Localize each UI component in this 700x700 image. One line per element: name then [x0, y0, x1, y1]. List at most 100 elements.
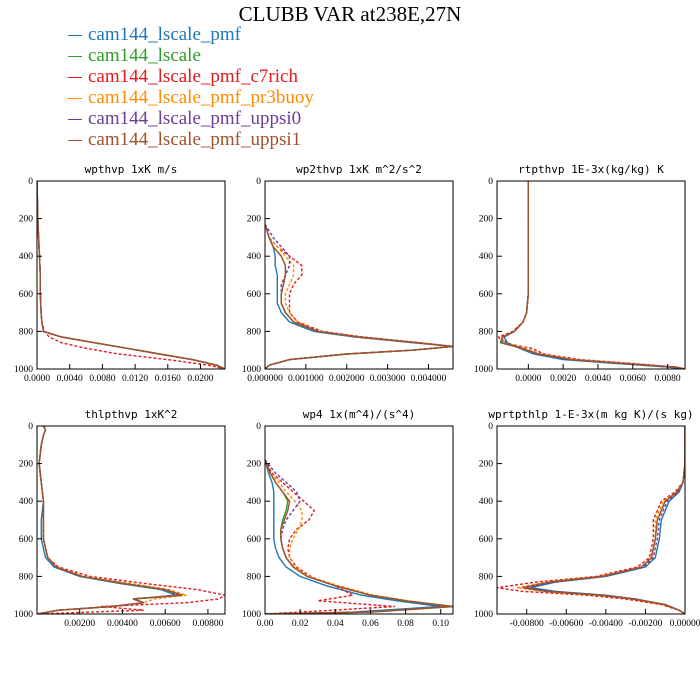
y-tick-label: 600 — [247, 535, 262, 545]
y-tick-label: 600 — [479, 290, 494, 300]
series-line — [503, 181, 685, 369]
plot-frame — [496, 180, 686, 370]
y-tick-label: 200 — [479, 460, 494, 470]
y-tick-label: 0 — [488, 177, 493, 187]
y-tick-label: 800 — [247, 572, 262, 582]
x-tick-label: 0.08 — [397, 619, 414, 629]
y-tick-label: 800 — [247, 327, 262, 337]
series-line — [265, 459, 396, 614]
panel-title: rtpthvp 1E-3x(kg/kg) K — [518, 163, 664, 176]
legend-label: cam144_lscale_pmf_pr3buoy — [88, 87, 314, 108]
x-tick-label: 0.004000 — [411, 374, 447, 384]
series-line — [265, 223, 453, 369]
y-tick-label: 200 — [247, 460, 262, 470]
y-tick-label: 800 — [19, 327, 34, 337]
plot-frame — [36, 180, 226, 370]
x-tick-label: 0.000000 — [247, 374, 283, 384]
y-tick-label: 1000 — [474, 365, 493, 375]
series-line — [501, 181, 685, 369]
y-tick-label: 400 — [19, 252, 34, 262]
y-tick-label: 0 — [28, 177, 33, 187]
x-tick-label: 0.0040 — [585, 374, 611, 384]
series-line — [37, 181, 225, 369]
legend-item: cam144_lscale_pmf — [68, 24, 314, 45]
plot-frame — [264, 180, 454, 370]
x-tick-label: 0.0080 — [89, 374, 115, 384]
series-line — [265, 223, 453, 369]
y-tick-label: 200 — [247, 215, 262, 225]
x-tick-label: 0.00800 — [192, 619, 223, 629]
panel-title: wp2thvp 1xK m^2/s^2 — [296, 163, 422, 176]
x-tick-label: 0.0080 — [655, 374, 681, 384]
y-tick-label: 0 — [256, 177, 261, 187]
panel-title: wp4 1x(m^4)/(s^4) — [303, 408, 416, 421]
series-line — [37, 426, 179, 614]
series-line — [37, 181, 225, 369]
series-line — [37, 426, 225, 614]
y-tick-label: 800 — [479, 327, 494, 337]
legend-item: cam144_lscale_pmf_c7rich — [68, 66, 314, 87]
legend-swatch — [68, 77, 82, 79]
series-line — [501, 181, 685, 369]
series-line — [37, 181, 225, 369]
y-tick-label: 400 — [479, 252, 494, 262]
series-group — [37, 181, 225, 369]
series-line — [37, 181, 225, 369]
y-tick-label: 400 — [479, 497, 494, 507]
series-line — [265, 459, 453, 614]
x-tick-label: 0.001000 — [288, 374, 324, 384]
series-group — [265, 459, 453, 614]
x-tick-label: 0.04 — [327, 619, 344, 629]
legend-swatch — [68, 98, 82, 100]
series-line — [265, 223, 453, 369]
legend-label: cam144_lscale_pmf_uppsi0 — [88, 108, 302, 129]
legend-label: cam144_lscale — [88, 45, 201, 66]
series-line — [265, 459, 441, 614]
plot-frame — [36, 425, 226, 615]
x-tick-label: 0.00 — [257, 619, 274, 629]
figure-title: CLUBB VAR at238E,27N — [238, 2, 462, 26]
series-line — [37, 181, 225, 369]
x-tick-label: 0.0060 — [620, 374, 646, 384]
series-group — [265, 223, 453, 369]
x-tick-label: -0.00800 — [510, 619, 544, 629]
legend-swatch — [68, 35, 82, 37]
plot-frame — [496, 425, 686, 615]
y-tick-label: 800 — [19, 572, 34, 582]
y-tick-label: 1000 — [474, 610, 493, 620]
x-tick-label: -0.00400 — [589, 619, 623, 629]
x-tick-label: 0.0020 — [550, 374, 576, 384]
y-tick-label: 800 — [479, 572, 494, 582]
legend-swatch — [68, 119, 82, 121]
legend-label: cam144_lscale_pmf_uppsi1 — [88, 129, 302, 150]
panel-wp2thvp: wp2thvp 1xK m^2/s^2020040060080010000.00… — [242, 163, 454, 384]
series-line — [497, 181, 685, 369]
y-tick-label: 0 — [256, 422, 261, 432]
panel-title: wpthvp 1xK m/s — [85, 163, 178, 176]
x-tick-label: 0.02 — [292, 619, 309, 629]
y-tick-label: 1000 — [242, 365, 261, 375]
series-line — [265, 223, 453, 369]
legend-item: cam144_lscale_pmf_uppsi1 — [68, 129, 314, 150]
y-tick-label: 600 — [19, 290, 34, 300]
legend: cam144_lscale_pmf cam144_lscale cam144_l… — [68, 24, 314, 150]
y-tick-label: 1000 — [242, 610, 261, 620]
series-line — [265, 223, 453, 369]
x-tick-label: 0.10 — [432, 619, 449, 629]
series-line — [265, 459, 450, 614]
y-tick-label: 600 — [247, 290, 262, 300]
series-group — [497, 181, 685, 369]
panel-rtpthvp: rtpthvp 1E-3x(kg/kg) K 0 200 400 600 800 1000 0… — [474, 163, 686, 384]
x-tick-label: 0.0200 — [187, 374, 213, 384]
y-tick-label: 200 — [19, 215, 34, 225]
panel-title: thlpthvp 1xK^2 — [85, 408, 178, 421]
legend-swatch — [68, 140, 82, 142]
series-line — [37, 426, 177, 614]
x-tick-label: 0.00600 — [150, 619, 181, 629]
x-tick-label: 0.0000 — [515, 374, 541, 384]
y-tick-label: 400 — [247, 497, 262, 507]
x-tick-label: 0.0120 — [122, 374, 148, 384]
x-tick-label: -0.00600 — [549, 619, 583, 629]
x-tick-label: 0.0160 — [155, 374, 181, 384]
panel-title: wprtpthlp 1-E-3x(m kg K)/(s kg) — [488, 408, 693, 421]
